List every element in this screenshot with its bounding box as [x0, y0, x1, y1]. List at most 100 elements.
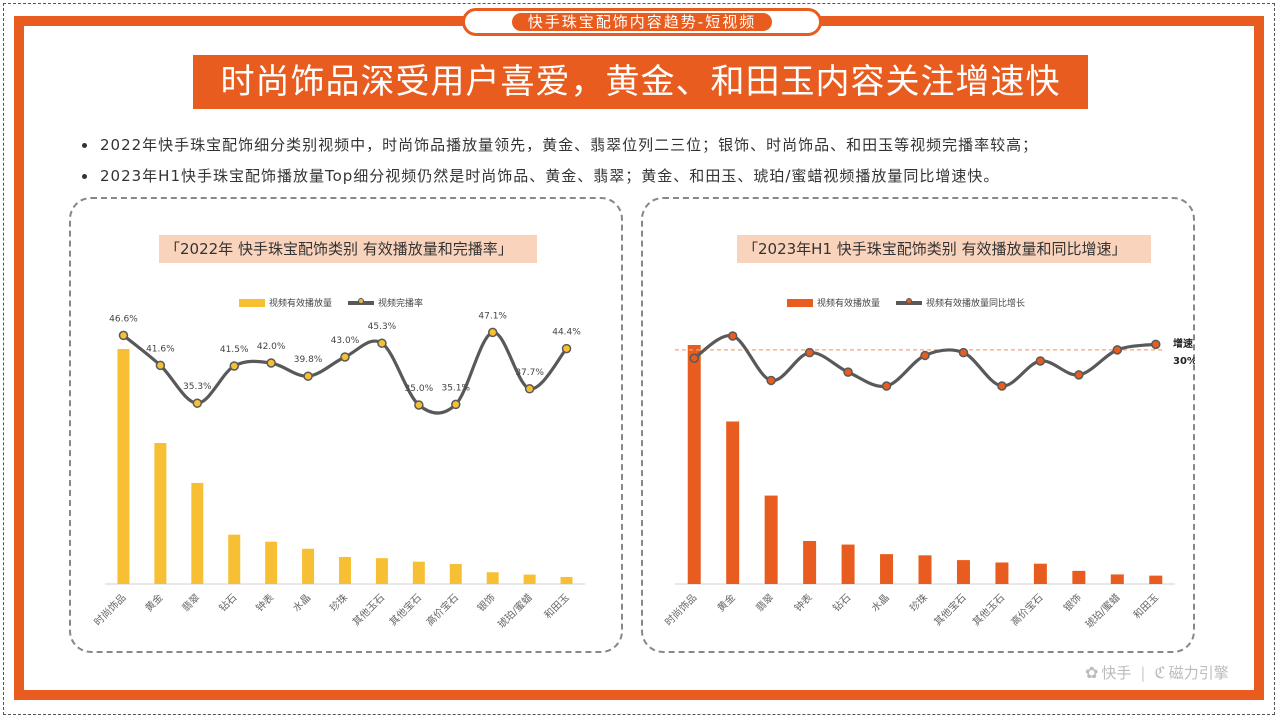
line-point [997, 381, 1007, 391]
line-point [1151, 339, 1161, 350]
reference-value: 30% [1173, 356, 1195, 367]
line-point [340, 352, 350, 362]
category-label: 和田玉 [1131, 592, 1161, 622]
bar [726, 421, 740, 584]
bar [1149, 575, 1163, 584]
chart-title-2023h1: 「2023年H1 快手珠宝配饰类别 有效播放量和同比增速」 [737, 235, 1151, 263]
data-label: 35.0% [405, 384, 434, 394]
line-point [561, 343, 572, 354]
chart-title-2022: 「2022年 快手珠宝配饰类别 有效播放量和完播率」 [159, 235, 537, 263]
legend-2022: 视频有效播放量 视频完播率 [239, 296, 423, 309]
bar [228, 534, 241, 584]
data-label: 39.8% [294, 355, 323, 365]
chart-panel-2023h1: 「2023年H1 快手珠宝配饰类别 有效播放量和同比增速」 视频有效播放量 视频… [641, 197, 1195, 653]
line-series [693, 334, 1156, 389]
bar [560, 576, 573, 584]
section-tab-title: 快手珠宝配饰内容趋势-短视频 [511, 13, 773, 31]
category-label: 银饰 [1061, 591, 1084, 614]
data-label: 47.1% [478, 311, 507, 321]
data-label: 41.6% [146, 344, 175, 354]
line-point [843, 367, 853, 377]
bar [918, 555, 932, 584]
data-label: 35.3% [183, 382, 212, 392]
category-label: 黄金 [714, 591, 737, 614]
category-label: 水晶 [291, 592, 314, 615]
category-label: 琥珀/蜜蜡 [495, 591, 535, 631]
bar [1033, 563, 1047, 584]
category-label: 其他玉石 [350, 591, 387, 628]
data-label: 45.3% [368, 322, 397, 332]
line-point [192, 398, 203, 408]
bar [1110, 574, 1124, 584]
line-point [804, 347, 815, 358]
line-point [487, 327, 498, 338]
data-label: 43.0% [331, 336, 360, 346]
line-point [155, 360, 166, 371]
category-label: 银饰 [474, 591, 497, 614]
category-label: 其他宝石 [931, 591, 968, 628]
data-label: 46.6% [109, 314, 138, 324]
bar [1072, 570, 1086, 584]
bar [523, 574, 536, 584]
line-point [689, 353, 699, 363]
line-point [266, 358, 276, 368]
bar [191, 482, 204, 584]
category-label: 翡翠 [753, 591, 776, 614]
line-point [303, 371, 313, 381]
bar [841, 544, 855, 584]
brand-a: 快手 [1101, 664, 1132, 682]
data-label: 44.4% [552, 328, 581, 338]
category-label: 钻石 [830, 591, 853, 614]
category-label: 珍珠 [327, 591, 350, 614]
brand-logos: ✿ 快手 | ℭ 磁力引擎 [1085, 662, 1229, 683]
line-point [1112, 345, 1123, 355]
line-point [229, 361, 239, 371]
legend-line-swatch [896, 297, 923, 305]
bar [764, 495, 778, 584]
data-label: 42.0% [257, 342, 286, 352]
bullet-text: 2022年快手珠宝配饰细分类别视频中，时尚饰品播放量领先，黄金、翡翠位列二三位；… [100, 136, 1039, 154]
category-label: 和田玉 [542, 592, 572, 622]
category-label: 翡翠 [179, 591, 202, 614]
data-label: 37.7% [515, 368, 544, 378]
bar [302, 548, 315, 584]
line-point [958, 347, 969, 358]
bar [375, 558, 388, 584]
bar [803, 540, 817, 584]
legend-line-swatch [348, 297, 375, 305]
legend-2023h1: 视频有效播放量 视频有效播放量同比增长 [787, 296, 1025, 309]
bar [117, 349, 130, 584]
bar [412, 561, 425, 584]
line-point [881, 381, 892, 391]
line-point [118, 330, 129, 341]
logo-divider: | [1140, 663, 1146, 682]
bar [995, 562, 1009, 584]
kuaishou-logo-icon: ✿ [1085, 663, 1099, 682]
reference-label: 增速 [1173, 337, 1193, 350]
category-label: 其他玉石 [970, 591, 1007, 628]
legend-bar-label: 视频有效播放量 [817, 299, 881, 309]
legend-bar-swatch [787, 298, 813, 307]
bullet-list: 2022年快手珠宝配饰细分类别视频中，时尚饰品播放量领先，黄金、翡翠位列二三位；… [82, 130, 1232, 192]
line-point [766, 375, 776, 386]
category-label: 钟表 [253, 591, 276, 614]
headline: 时尚饰品深受用户喜爱，黄金、和田玉内容关注增速快 [193, 55, 1088, 109]
bar [956, 560, 970, 584]
cili-logo-icon: ℭ [1154, 663, 1166, 682]
data-label: 41.5% [220, 345, 249, 355]
bar [154, 443, 167, 584]
category-label: 时尚饰品 [662, 591, 699, 628]
bullet-dot [82, 143, 87, 148]
section-tab: 快手珠宝配饰内容趋势-短视频 [462, 8, 822, 36]
category-label: 珍珠 [907, 591, 930, 614]
category-label: 水晶 [869, 592, 892, 615]
bar [339, 556, 351, 584]
legend-bar-swatch [239, 298, 265, 307]
legend-line-label: 视频完播率 [378, 299, 424, 309]
bar [449, 564, 462, 584]
data-label: 35.1% [441, 383, 470, 393]
category-label: 时尚饰品 [91, 591, 128, 628]
legend-bar-label: 视频有效播放量 [269, 299, 333, 309]
line-point [414, 400, 424, 410]
